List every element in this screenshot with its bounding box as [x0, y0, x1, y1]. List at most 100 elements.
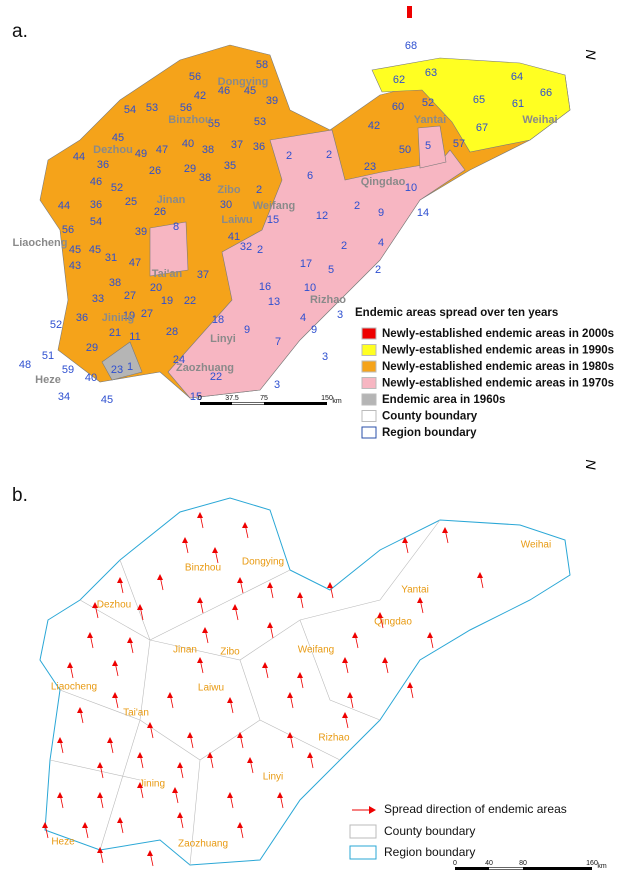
spread-arrowhead — [237, 577, 243, 583]
county-number: 37 — [197, 269, 209, 281]
spread-arrowhead — [347, 692, 353, 698]
gray-area — [101, 341, 143, 381]
county-number: 9 — [311, 324, 317, 336]
county-number: 18 — [212, 314, 224, 326]
legend-label: County boundary — [382, 411, 478, 423]
region-name: Yantai — [414, 114, 446, 126]
spread-arrowhead — [287, 732, 293, 738]
county-number: 35 — [224, 160, 236, 172]
county-number: 45 — [112, 132, 124, 144]
county-number: 2 — [326, 149, 332, 161]
legend-label: Newly-established endemic areas in 1970s — [382, 378, 614, 390]
scale-label: 37.5 — [225, 395, 239, 402]
spread-arrowhead — [127, 637, 133, 643]
spread-arrowhead — [262, 662, 268, 668]
county-number: 13 — [268, 296, 280, 308]
scale-bar — [232, 402, 264, 405]
region-name: Yantai — [401, 585, 429, 596]
spread-arrowhead — [112, 692, 118, 698]
region-name: Weifang — [253, 200, 296, 212]
county-number: 7 — [275, 336, 281, 348]
legend-label: Newly-established endemic areas in 2000s — [382, 328, 614, 340]
county-number: 36 — [253, 141, 265, 153]
legend-label: Newly-established endemic areas in 1990s — [382, 345, 614, 357]
county-number: 66 — [540, 87, 552, 99]
county-number: 40 — [182, 138, 194, 150]
region-name: Jinan — [173, 645, 197, 656]
region-name: Linyi — [263, 772, 284, 783]
spread-arrowhead — [147, 722, 153, 728]
county-lines-b — [49, 519, 441, 866]
spread-arrowhead — [197, 597, 203, 603]
spread-arrowhead — [267, 622, 273, 628]
spread-arrowhead — [402, 537, 408, 543]
county-number: 9 — [244, 324, 250, 336]
spread-arrowhead — [57, 792, 63, 798]
yellow-area — [371, 57, 571, 153]
county-number: 49 — [135, 148, 147, 160]
county-number: 60 — [392, 101, 404, 113]
county-number: 36 — [97, 159, 109, 171]
spread-arrowhead — [177, 762, 183, 768]
county-number: 43 — [69, 260, 81, 272]
county-number: 45 — [101, 394, 113, 406]
spread-arrowhead — [97, 847, 103, 853]
legend-label: County boundary — [384, 824, 475, 838]
region-name: Tai'an — [123, 708, 149, 719]
spread-arrowhead — [117, 577, 123, 583]
county-number: 42 — [368, 120, 380, 132]
county-number: 38 — [109, 277, 121, 289]
spread-arrowhead — [117, 817, 123, 823]
county-number: 47 — [129, 257, 141, 269]
spread-arrowhead — [187, 732, 193, 738]
legend-arrowhead — [369, 806, 376, 814]
spread-arrowhead — [237, 822, 243, 828]
county-number: 4 — [378, 237, 384, 249]
county-number: 58 — [256, 59, 268, 71]
region-name: Laiwu — [198, 683, 224, 694]
region-name: Binzhou — [185, 563, 221, 574]
region-name: Qingdao — [374, 617, 412, 628]
county-number: 63 — [425, 67, 437, 79]
county-number: 17 — [300, 258, 312, 270]
county-number: 3 — [337, 309, 343, 321]
region-name: Heze — [35, 374, 61, 386]
county-number: 57 — [453, 138, 465, 150]
north-arrow: N — [583, 49, 599, 60]
region-name: Dongying — [218, 76, 269, 88]
county-number: 25 — [125, 196, 137, 208]
region-name: Liaocheng — [51, 682, 97, 693]
spread-arrowhead — [202, 627, 208, 633]
region-name: Heze — [51, 837, 75, 848]
spread-arrowhead — [197, 657, 203, 663]
spread-arrowhead — [427, 632, 433, 638]
county-number: 54 — [124, 104, 136, 116]
county-number: 45 — [244, 85, 256, 97]
scale-label: 80 — [519, 860, 527, 867]
county-number: 15 — [267, 214, 279, 226]
legend-label: Region boundary — [384, 845, 475, 859]
county-number: 52 — [50, 319, 62, 331]
region-name: Liaocheng — [12, 237, 67, 249]
legend-swatch — [361, 327, 377, 340]
spread-arrowhead — [97, 792, 103, 798]
county-number: 55 — [208, 118, 220, 130]
county-number: 6 — [307, 170, 313, 182]
county-number: 10 — [405, 182, 417, 194]
county-number: 56 — [189, 71, 201, 83]
legend-swatch — [349, 824, 377, 839]
spread-arrowhead — [147, 850, 153, 856]
county-number: 2 — [256, 184, 262, 196]
county-number: 3 — [322, 351, 328, 363]
spread-arrowhead — [327, 582, 333, 588]
pink-area — [167, 129, 466, 399]
spread-arrowhead — [212, 547, 218, 553]
region-name: Dezhou — [97, 600, 131, 611]
county-number: 16 — [259, 281, 271, 293]
region-name: Rizhao — [318, 733, 350, 744]
county-number: 26 — [149, 165, 161, 177]
region-name: Qingdao — [361, 176, 406, 188]
scale-label: 160 — [586, 860, 598, 867]
county-number: 2 — [375, 264, 381, 276]
county-number: 38 — [199, 172, 211, 184]
